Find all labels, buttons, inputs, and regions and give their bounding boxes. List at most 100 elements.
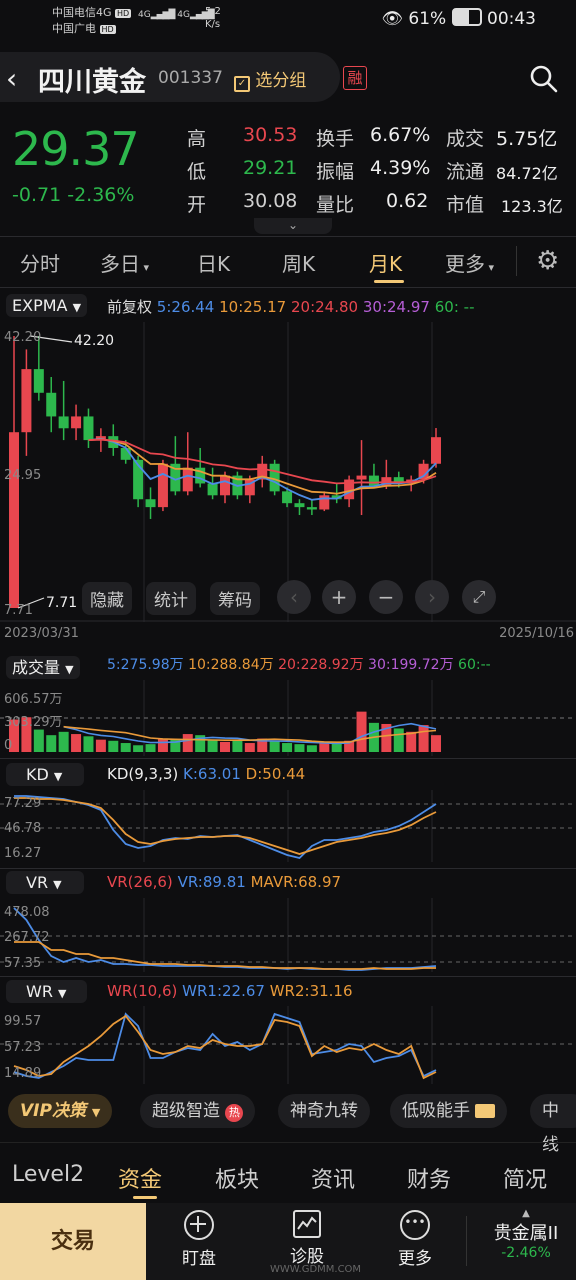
chip-magic-nine[interactable]: 神奇九转 xyxy=(278,1094,370,1128)
trade-button[interactable]: 交易 xyxy=(0,1203,146,1280)
volume-bar xyxy=(182,734,193,752)
candle-body xyxy=(244,479,255,496)
volume-bar xyxy=(244,743,255,752)
tab-sector[interactable]: 板块 xyxy=(215,1168,260,1193)
candle-body xyxy=(145,499,156,508)
carrier-info: 中国电信4G HD 中国广电 HD xyxy=(52,6,132,35)
vr-legend: VR(26,6) VR:89.81 MAVR:68.97 xyxy=(107,873,342,891)
candle-body xyxy=(257,463,268,480)
wr2-line xyxy=(13,1014,437,1080)
zoom-out-icon[interactable]: − xyxy=(369,580,403,614)
vip-decision-chip[interactable]: VIP决策 ▼ xyxy=(8,1094,113,1128)
back-icon[interactable]: ‹ xyxy=(6,62,18,95)
volume-bar xyxy=(108,740,119,752)
candle-body xyxy=(182,467,193,492)
collapse-up-icon: ▲ xyxy=(522,1208,530,1219)
tab-intraday[interactable]: 分时 xyxy=(20,252,60,276)
candle-body xyxy=(58,416,69,429)
main-indicator-selector[interactable]: EXPMA ▼ xyxy=(6,294,88,317)
status-right: 👁 61% 00:43 xyxy=(381,8,536,29)
deal-value: 5.75亿 xyxy=(496,128,558,150)
zoom-in-icon[interactable]: + xyxy=(322,580,356,614)
kd-chart[interactable] xyxy=(0,790,576,862)
vr-chart[interactable] xyxy=(0,898,576,972)
scroll-right-icon[interactable]: › xyxy=(415,580,449,614)
turnover-label: 换手 xyxy=(316,128,355,150)
hide-button[interactable]: 隐藏 xyxy=(82,582,132,615)
candle-body xyxy=(431,437,441,464)
vr-y1: 478.08 xyxy=(4,905,50,920)
volume-bar xyxy=(356,711,367,752)
tab-profile[interactable]: 简况 xyxy=(503,1168,548,1193)
max-price-marker: 42.20 xyxy=(74,333,115,349)
candle-body xyxy=(195,467,206,484)
kd-y3: 16.27 xyxy=(4,846,42,861)
watermark: WWW.GDMM.COM xyxy=(270,1264,362,1275)
stats-button[interactable]: 统计 xyxy=(146,582,196,615)
volume-bar xyxy=(306,745,317,752)
tab-monthly-k[interactable]: 月K xyxy=(369,252,403,276)
chip-low-buy[interactable]: 低吸能手 xyxy=(390,1094,508,1128)
expand-chevron-icon[interactable]: ⌄ xyxy=(254,218,332,234)
tab-level2[interactable]: Level2 xyxy=(12,1162,85,1187)
eye-icon: 👁 xyxy=(381,9,403,29)
stock-code: 001337 xyxy=(158,68,223,88)
tab-multiday[interactable]: 多日 ▾ xyxy=(100,252,150,276)
wr-chart[interactable] xyxy=(0,1006,576,1084)
chip-midline[interactable]: 中线 xyxy=(530,1094,576,1155)
candle-body xyxy=(331,495,342,500)
chip-super-smart[interactable]: 超级智造 热 xyxy=(140,1094,256,1128)
volume-bar xyxy=(344,740,355,752)
float-label: 流通 xyxy=(446,161,485,183)
kline-chart[interactable] xyxy=(0,322,576,622)
date-start: 2023/03/31 xyxy=(4,626,79,641)
kd-indicator-selector[interactable]: KD ▼ xyxy=(6,763,85,786)
wr-indicator-selector[interactable]: WR ▼ xyxy=(6,980,87,1003)
float-value: 84.72亿 xyxy=(496,164,558,183)
max-marker-line xyxy=(30,335,73,343)
candle-body xyxy=(157,463,168,508)
volume-legend: 5:275.98万 10:288.84万 20:228.92万 30:199.7… xyxy=(107,657,491,673)
volume-bar xyxy=(195,735,206,752)
tab-funds[interactable]: 资金 xyxy=(118,1168,163,1193)
tab-more[interactable]: 更多 ▾ xyxy=(445,252,495,276)
watch-button[interactable]: 盯盘 xyxy=(176,1210,222,1269)
stock-name: 四川黄金 xyxy=(38,67,146,98)
watch-group-button[interactable]: ✓ 选分组 xyxy=(234,66,306,92)
mcap-value: 123.3亿 xyxy=(501,197,563,216)
fullscreen-icon[interactable]: ⤢ xyxy=(462,580,496,614)
candle-body xyxy=(294,503,305,508)
volume-chart[interactable] xyxy=(0,680,576,756)
volume-bar xyxy=(418,725,429,752)
candle-body xyxy=(368,475,379,486)
search-icon[interactable] xyxy=(529,64,559,98)
candle-body xyxy=(220,475,230,496)
crosshair-icon xyxy=(184,1210,214,1240)
scroll-left-icon[interactable]: ‹ xyxy=(277,580,311,614)
chips-button[interactable]: 筹码 xyxy=(210,582,260,615)
volume-bar xyxy=(21,717,32,752)
tab-daily-k[interactable]: 日K xyxy=(197,252,231,276)
chart-line-icon xyxy=(293,1210,321,1238)
active-tab-underline xyxy=(374,280,404,283)
sector-quote[interactable]: ▲ 贵金属II -2.46% xyxy=(478,1208,574,1261)
vr-indicator-selector[interactable]: VR ▼ xyxy=(6,871,84,894)
tab-finance[interactable]: 财务 xyxy=(407,1168,452,1193)
candle-body xyxy=(207,483,218,496)
more-dots-icon: ••• xyxy=(400,1210,430,1240)
more-button[interactable]: ••• 更多 xyxy=(392,1210,438,1269)
chart-badge-icon xyxy=(475,1104,496,1118)
margin-badge: 融 xyxy=(343,66,367,90)
volume-ratio-value: 0.62 xyxy=(386,190,429,212)
open-value: 30.08 xyxy=(243,190,298,212)
tab-news[interactable]: 资讯 xyxy=(311,1168,356,1193)
settings-gear-icon[interactable]: ⚙ xyxy=(536,246,560,276)
tab-weekly-k[interactable]: 周K xyxy=(282,252,316,276)
volume-bar xyxy=(269,740,280,752)
bottom-tab-underline xyxy=(133,1196,157,1199)
volume-indicator-selector[interactable]: 成交量 ▼ xyxy=(6,654,80,679)
volume-bar xyxy=(431,735,441,752)
candle-body xyxy=(83,416,94,441)
diagnose-button[interactable]: 诊股 xyxy=(284,1210,330,1267)
volume-bar xyxy=(83,736,94,752)
